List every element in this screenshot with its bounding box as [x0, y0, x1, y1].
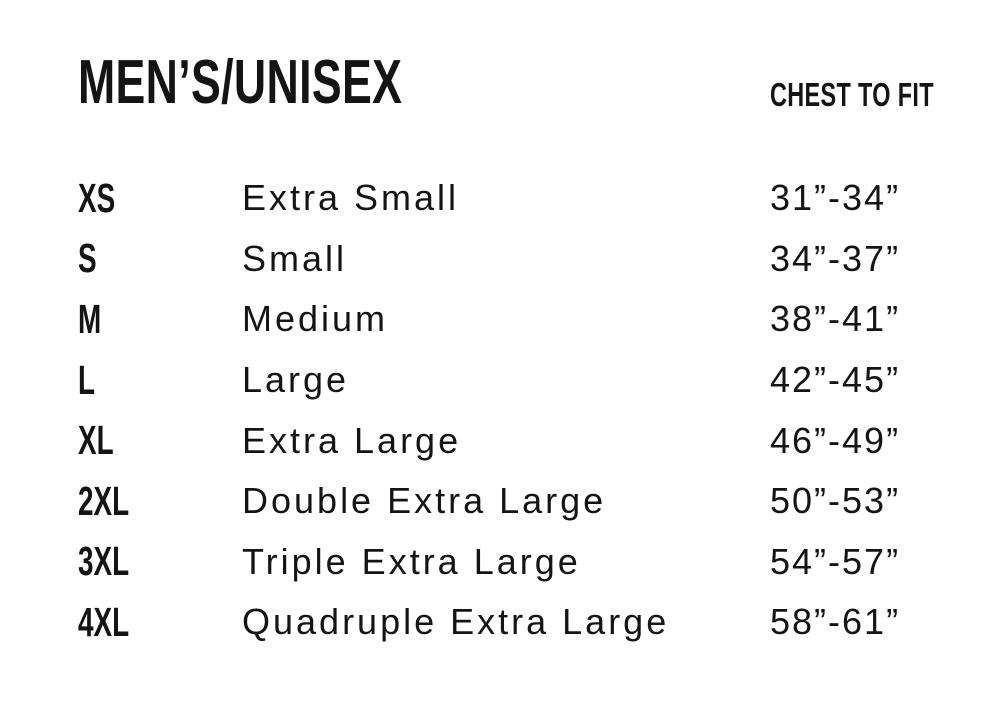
size-name: Medium: [242, 298, 389, 340]
size-table-row: M Medium 38”-41”: [78, 289, 922, 350]
size-table-row: XL Extra Large 46”-49”: [78, 410, 922, 471]
size-table-row: L Large 42”-45”: [78, 350, 922, 411]
size-name: Small: [242, 237, 348, 279]
chest-range: 46”-49”: [770, 419, 901, 461]
size-table-row: XS Extra Small 31”-34”: [78, 168, 922, 229]
size-code: XS: [78, 174, 116, 221]
size-name: Large: [242, 359, 350, 401]
size-table: XS Extra Small 31”-34” S Small 34”-37” M…: [78, 168, 922, 653]
size-code: 4XL: [78, 598, 130, 645]
chest-range: 54”-57”: [770, 540, 901, 582]
size-name: Triple Extra Large: [242, 540, 581, 582]
chest-range: 31”-34”: [770, 177, 901, 219]
size-code-cell: L: [78, 356, 242, 403]
size-code-cell: XS: [78, 174, 242, 221]
size-code: XL: [78, 417, 114, 464]
size-code-cell: S: [78, 238, 242, 279]
size-code: S: [78, 235, 97, 282]
size-name: Extra Large: [242, 419, 462, 461]
size-name: Double Extra Large: [242, 480, 607, 522]
size-code-cell: XL: [78, 420, 242, 461]
size-code: M: [78, 295, 102, 342]
size-code-cell: M: [78, 295, 242, 342]
chest-range: 58”-61”: [770, 601, 901, 643]
chest-range: 42”-45”: [770, 359, 901, 401]
size-code: 3XL: [78, 538, 130, 585]
chest-range: 50”-53”: [770, 480, 901, 522]
size-table-row: 2XL Double Extra Large 50”-53”: [78, 471, 922, 532]
size-name: Extra Small: [242, 177, 460, 219]
chest-range: 34”-37”: [770, 237, 901, 279]
size-code-cell: 2XL: [78, 477, 242, 524]
size-name: Quadruple Extra Large: [242, 601, 670, 643]
size-code: L: [78, 356, 96, 403]
page-title: MEN’S/UNISEX: [78, 48, 403, 117]
size-code: 2XL: [78, 477, 130, 524]
size-table-row: 4XL Quadruple Extra Large 58”-61”: [78, 592, 922, 653]
chest-range: 38”-41”: [770, 298, 901, 340]
size-code-cell: 4XL: [78, 598, 242, 645]
chest-to-fit-column-header: CHEST TO FIT: [770, 76, 934, 113]
size-table-row: 3XL Triple Extra Large 54”-57”: [78, 532, 922, 593]
size-code-cell: 3XL: [78, 541, 242, 582]
size-table-row: S Small 34”-37”: [78, 229, 922, 290]
